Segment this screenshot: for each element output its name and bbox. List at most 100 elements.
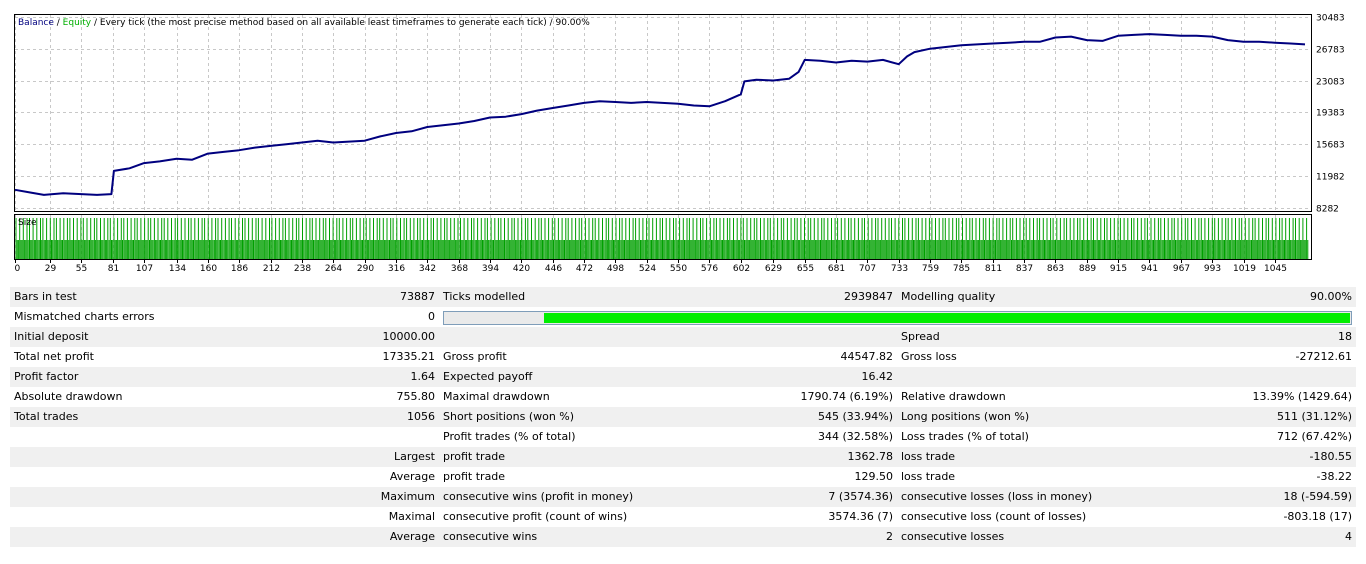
report-label: Short positions (won %) — [439, 407, 666, 427]
x-tick-label: 759 — [922, 264, 939, 274]
report-row-largest-trade: Largest profit trade 1362.78 loss trade -180… — [10, 447, 1356, 467]
report-value: -27212.61 — [1295, 350, 1352, 363]
report-value: 2939847 — [666, 287, 897, 307]
report-row-average-consecutive: Average consecutive wins 2 consecutive loss… — [10, 527, 1356, 547]
x-tick-label: 576 — [701, 264, 718, 274]
report-label — [897, 367, 1124, 387]
report-label — [439, 327, 666, 347]
x-tick-label: 55 — [76, 264, 87, 274]
report-label: Spread — [897, 327, 1124, 347]
x-tick-label: 446 — [545, 264, 562, 274]
report-row-initial-deposit: Initial deposit 10000.00 Spread 18 — [10, 327, 1356, 347]
report-label: loss trade — [901, 470, 956, 483]
x-tick-label: 420 — [513, 264, 530, 274]
x-tick-label: 0 — [15, 264, 21, 274]
report-label: Long positions (won %) — [897, 407, 1124, 427]
report-row-maximal-consecutive: Maximal consecutive profit (count of wins… — [10, 507, 1356, 527]
report-value: 129.50 — [854, 470, 894, 483]
report-value: Average — [207, 527, 439, 547]
report-row-maximum-consecutive: Maximum consecutive wins (profit in money… — [10, 487, 1356, 507]
report-label — [10, 527, 207, 547]
x-tick-label: 316 — [388, 264, 405, 274]
report-value: 1362.78 — [666, 447, 897, 467]
report-row-average-trade: Average profit trade 129.50 loss trade -38.2… — [10, 467, 1356, 487]
report-value: Maximum — [207, 487, 439, 507]
report-row-bars-in-test: Bars in test 73887 Ticks modelled 2939847 Mo… — [10, 287, 1356, 307]
x-tick-label: 29 — [45, 264, 57, 274]
x-tick-label: 967 — [1173, 264, 1190, 274]
report-row-profit-loss-trades: Profit trades (% of total) 344 (32.58%) Lo… — [10, 427, 1356, 447]
report-label: Total trades — [10, 407, 207, 427]
report-value — [666, 327, 897, 347]
x-tick-label: 368 — [451, 264, 468, 274]
report-row-total-trades: Total trades 1056 Short positions (won %) 5… — [10, 407, 1356, 427]
report-label: consecutive profit (count of wins) — [443, 510, 628, 523]
report-label: Modelling quality — [897, 287, 1124, 307]
x-tick-label: 186 — [231, 264, 248, 274]
report-value: 0 — [428, 310, 435, 323]
report-row-profit-factor: Profit factor 1.64 Expected payoff 16.42 — [10, 367, 1356, 387]
balance-line — [14, 33, 1306, 196]
report-value: 755.80 — [396, 390, 436, 403]
balance-equity-panel: 30483 26783 23083 19383 15683 11982 8282 Balan… — [14, 14, 1345, 215]
report-label — [10, 447, 207, 467]
size-bar-marks — [15, 218, 1309, 259]
x-tick-label: 212 — [263, 264, 280, 274]
report-row-mismatched-errors: Mismatched charts errors 0 — [10, 307, 1356, 327]
x-tick-label: 655 — [797, 264, 814, 274]
report-value: 18 (-594.59) — [1124, 487, 1356, 507]
x-tick-label: 264 — [325, 264, 342, 274]
legend-separator: / — [54, 18, 63, 28]
series-layer — [14, 33, 1306, 196]
y-tick-label: 30483 — [1316, 14, 1345, 24]
report-label: consecutive loss (count of losses) — [901, 510, 1087, 523]
legend-equity: Equity — [63, 18, 92, 28]
report-value: 1.64 — [207, 367, 439, 387]
report-label: consecutive losses — [897, 527, 1124, 547]
report-label: Bars in test — [10, 287, 207, 307]
report-label: Maximal drawdown — [443, 390, 550, 403]
report-value: 16.42 — [666, 367, 897, 387]
x-tick-label: 524 — [639, 264, 656, 274]
x-tick-label: 837 — [1016, 264, 1033, 274]
legend-rest: / Every tick (the most precise method ba… — [91, 18, 590, 28]
report-value: 344 (32.58%) — [817, 430, 893, 443]
report-label: Expected payoff — [439, 367, 666, 387]
report-label: Absolute drawdown — [14, 390, 123, 403]
report-value: 511 (31.12%) — [1124, 407, 1356, 427]
size-bars — [15, 218, 1309, 259]
report-row-total-net-profit: Total net profit 17335.21 Gross profit 4454… — [10, 347, 1356, 367]
legend-balance: Balance — [18, 18, 54, 28]
modelling-quality-cell — [439, 307, 1356, 327]
x-tick-label: 1045 — [1264, 264, 1287, 274]
report-value: 17335.21 — [382, 350, 436, 363]
x-tick-label: 629 — [765, 264, 782, 274]
x-tick-label: 993 — [1204, 264, 1221, 274]
x-axis-tick-labels: 0 29 55 81 107 134 160 186 212 238 264 290 316 342 368… — [15, 260, 1287, 274]
report-label — [10, 487, 207, 507]
x-tick-label: 889 — [1079, 264, 1096, 274]
report-label: Mismatched charts errors — [14, 310, 155, 323]
report-label: Initial deposit — [10, 327, 207, 347]
report-label: consecutive losses (loss in money) — [897, 487, 1124, 507]
x-tick-label: 498 — [607, 264, 624, 274]
report-value: -38.22 — [1316, 470, 1352, 483]
report-value: 545 (33.94%) — [666, 407, 897, 427]
report-value: 7 (3574.36) — [666, 487, 897, 507]
x-tick-label: 785 — [953, 264, 970, 274]
x-tick-label: 107 — [136, 264, 153, 274]
report-value: 44547.82 — [840, 350, 894, 363]
x-tick-label: 811 — [985, 264, 1002, 274]
report-value: 2 — [666, 527, 897, 547]
x-tick-label: 1019 — [1233, 264, 1256, 274]
report-label: Profit factor — [10, 367, 207, 387]
x-tick-label: 81 — [108, 264, 119, 274]
x-tick-label: 290 — [357, 264, 374, 274]
report-label: Profit trades (% of total) — [443, 430, 576, 443]
report-value: -803.18 (17) — [1283, 510, 1352, 523]
report-label — [10, 467, 207, 487]
report-label: consecutive wins (profit in money) — [439, 487, 666, 507]
backtest-report-table: Bars in test 73887 Ticks modelled 2939847 Mo… — [10, 287, 1356, 547]
y-tick-label: 26783 — [1316, 46, 1345, 56]
report-value: 3574.36 (7) — [828, 510, 893, 523]
